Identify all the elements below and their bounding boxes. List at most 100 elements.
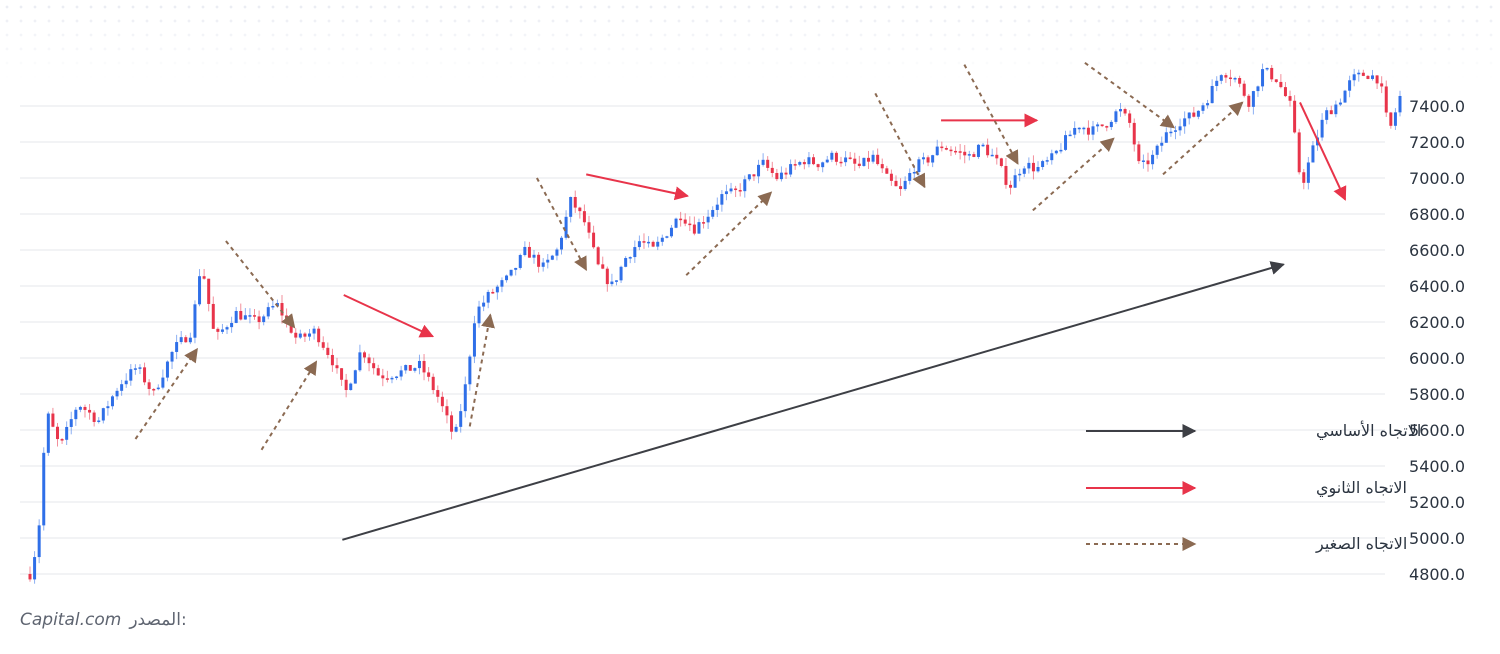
candle-body — [184, 337, 188, 343]
candle-body — [468, 356, 472, 385]
candle-down — [1228, 69, 1232, 87]
candle-up — [417, 354, 421, 375]
candle-body — [995, 154, 999, 159]
candle-body — [908, 173, 912, 181]
candle-down — [1009, 180, 1013, 195]
gridlines — [20, 105, 1385, 575]
candle-up — [1215, 76, 1219, 92]
candle-body — [385, 378, 389, 380]
candle-down — [1384, 80, 1388, 117]
minor-trend-arrow — [1084, 61, 1176, 129]
candle-up — [312, 325, 316, 340]
candle-up — [179, 330, 183, 345]
candle-body — [1192, 112, 1196, 117]
candle-up — [1036, 161, 1040, 173]
candle-up — [193, 300, 197, 344]
candle-body — [899, 186, 903, 190]
candle-up — [500, 277, 504, 293]
candle-body — [967, 154, 971, 156]
candle-up — [1183, 111, 1187, 134]
candle-body — [1279, 81, 1283, 88]
candle-body — [972, 154, 976, 157]
candle-up — [1261, 63, 1265, 92]
candle-up — [633, 240, 637, 263]
candle-down — [605, 266, 609, 292]
candle-body — [582, 211, 586, 223]
candle-body — [1206, 103, 1210, 106]
candle-down — [1274, 79, 1278, 84]
candle-body — [1123, 109, 1127, 114]
candle-body — [601, 264, 605, 269]
minor-trend-arrow — [260, 360, 318, 451]
minor-trend-arrow — [1162, 101, 1244, 176]
candle-up — [1018, 168, 1022, 182]
candle-up — [156, 384, 160, 391]
candle-down — [326, 342, 330, 359]
candle-up — [115, 387, 119, 400]
minor-trend-arrow — [874, 92, 926, 189]
candle-body — [1086, 127, 1090, 135]
candle-up — [903, 176, 907, 191]
candle-down — [211, 296, 215, 330]
candle-body — [1004, 165, 1008, 185]
candle-body — [1128, 113, 1132, 123]
candle-up — [1265, 67, 1269, 72]
candle-down — [880, 158, 884, 174]
candle-down — [578, 206, 582, 219]
candle-down — [876, 148, 880, 166]
candle-up — [610, 273, 614, 287]
candle-body — [688, 223, 692, 226]
candle-body — [903, 180, 907, 190]
candle-body — [495, 286, 499, 293]
candle-up — [165, 360, 169, 382]
candle-down — [335, 357, 339, 374]
candle-up — [789, 159, 793, 178]
candle-up — [619, 265, 623, 283]
candle-body — [692, 224, 696, 234]
candle-up — [395, 375, 399, 381]
candle-body — [871, 154, 875, 162]
candle-body — [514, 267, 518, 270]
candle-body — [216, 328, 220, 332]
candle-body — [619, 266, 623, 281]
candle-up — [271, 300, 275, 310]
candle-body — [610, 281, 614, 285]
candle-body — [175, 342, 179, 352]
candle-body — [422, 360, 426, 373]
candle-body — [857, 163, 861, 166]
candle-body — [651, 241, 655, 247]
candle-down — [372, 357, 376, 375]
candle-body — [97, 420, 101, 423]
minor-trend-arrow — [134, 347, 198, 440]
candle-body — [1338, 102, 1342, 105]
candle-down — [738, 183, 742, 197]
candle-up — [981, 142, 985, 148]
candle-body — [74, 409, 78, 420]
candle-body — [220, 329, 224, 332]
candle-up — [569, 196, 573, 223]
candle-body — [1146, 160, 1150, 165]
candle-down — [1242, 80, 1246, 98]
candle-down — [1105, 125, 1109, 132]
candle-down — [28, 566, 32, 582]
candle-body — [1160, 142, 1164, 146]
candle-up — [747, 173, 751, 182]
candle-up — [1306, 156, 1310, 190]
candle-body — [505, 275, 509, 281]
candle-down — [889, 169, 893, 186]
candle-body — [372, 363, 376, 369]
candle-body — [1283, 87, 1287, 97]
candle-body — [596, 247, 600, 265]
candle-up — [1109, 120, 1113, 130]
candle-body — [1114, 111, 1118, 122]
candle-body — [931, 155, 935, 163]
candle-down — [367, 353, 371, 372]
candle-body — [894, 180, 898, 187]
candle-body — [981, 144, 985, 147]
candle-body — [532, 254, 536, 258]
candle-up — [404, 364, 408, 374]
candle-up — [990, 148, 994, 157]
candle-body — [33, 557, 37, 580]
candle-body — [1380, 83, 1384, 87]
candle-down — [344, 373, 348, 398]
